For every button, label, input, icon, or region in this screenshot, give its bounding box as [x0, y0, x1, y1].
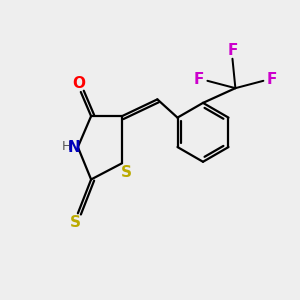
Text: S: S	[69, 214, 80, 230]
Text: F: F	[267, 72, 278, 87]
Text: H: H	[62, 140, 71, 153]
Text: O: O	[72, 76, 85, 91]
Text: N: N	[68, 140, 80, 154]
Text: F: F	[227, 43, 238, 58]
Text: F: F	[194, 72, 204, 87]
Text: S: S	[121, 165, 132, 180]
